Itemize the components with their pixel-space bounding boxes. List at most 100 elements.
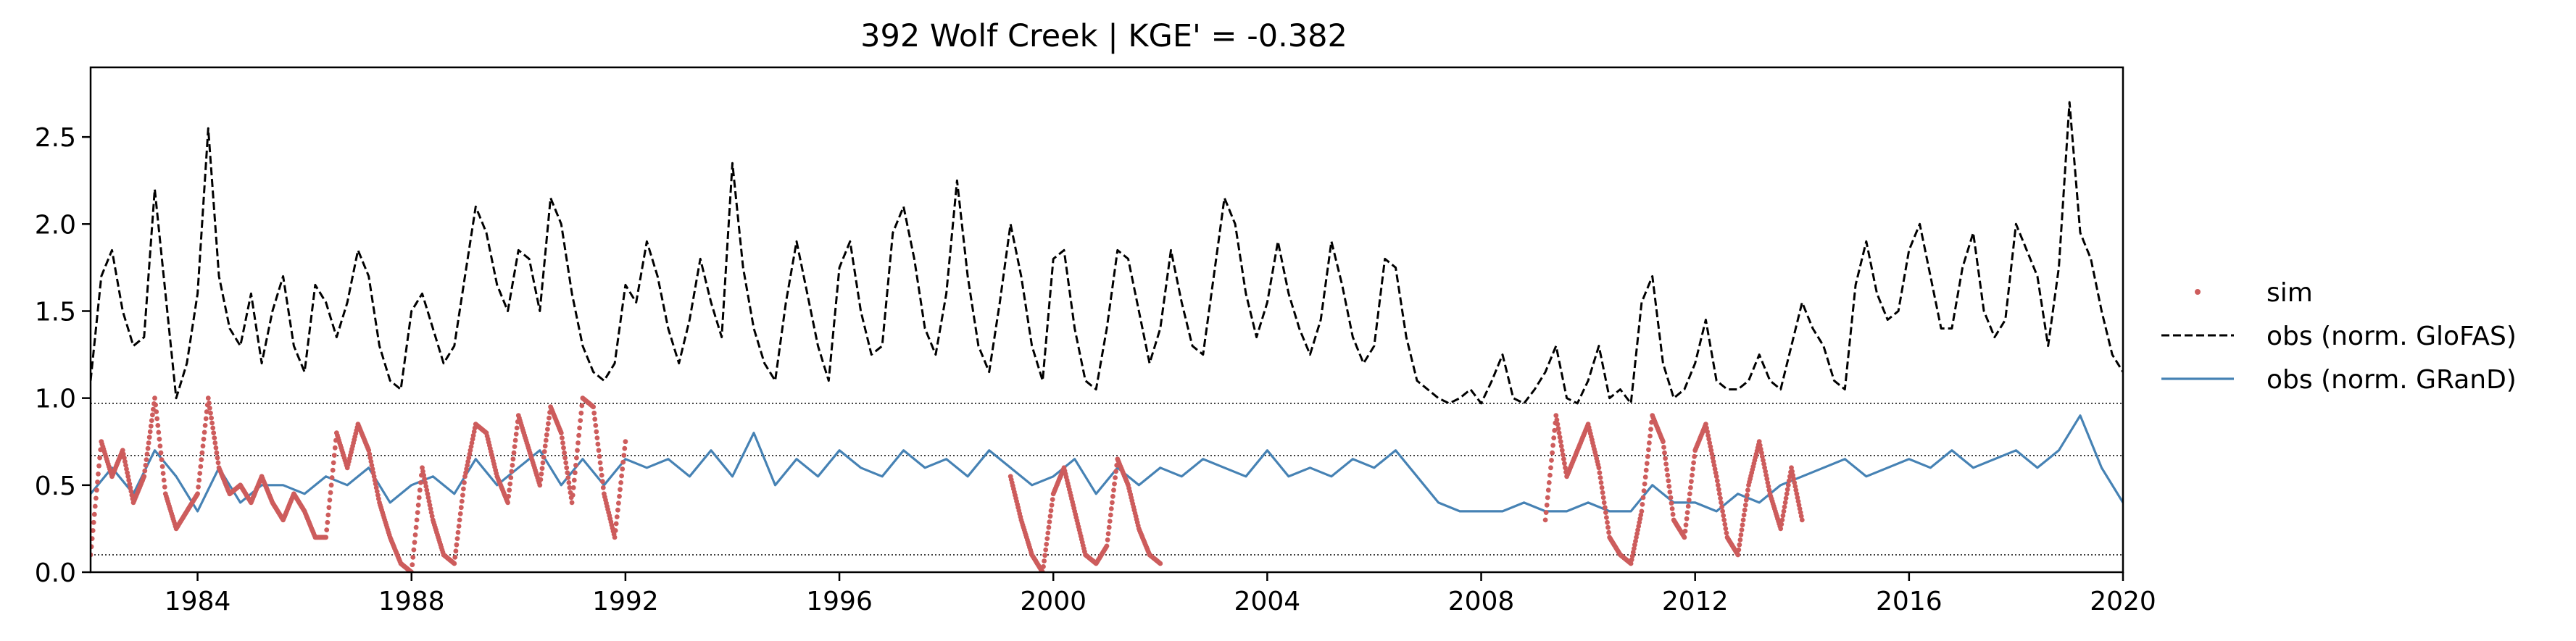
sim-point (94, 495, 99, 501)
sim-point (1760, 453, 1765, 459)
x-tick-label: 2004 (1234, 587, 1301, 616)
series-line-glofas (91, 101, 2123, 405)
sim-point (599, 472, 604, 478)
sim-point (371, 474, 377, 479)
sim-point (1743, 498, 1749, 503)
sim-point (1551, 435, 1557, 440)
x-tick-label: 2020 (2090, 587, 2156, 616)
sim-point (1736, 547, 1742, 553)
sim-point (1723, 526, 1729, 532)
sim-point (1735, 552, 1741, 558)
sim-point (154, 409, 159, 414)
sim-point (1784, 487, 1790, 493)
sim-point (95, 479, 100, 485)
sim-point (1111, 487, 1116, 493)
sim-point (324, 527, 330, 532)
sim-point (1712, 466, 1718, 472)
sim-point (456, 524, 462, 529)
y-tick-label: 2.0 (35, 210, 76, 240)
sim-point (1745, 493, 1750, 498)
x-tick-label: 1992 (592, 587, 659, 616)
sim-point (1742, 507, 1748, 513)
y-tick-label: 0.5 (35, 472, 76, 501)
sim-point (1555, 422, 1561, 427)
sim-point (455, 529, 461, 535)
sim-point (471, 429, 477, 435)
sim-point (1757, 443, 1763, 448)
sim-point (594, 429, 599, 435)
sim-point (1685, 503, 1691, 509)
sim-point (1602, 505, 1608, 511)
sim-point (330, 467, 336, 473)
sim-point (1554, 417, 1560, 423)
sim-point (412, 540, 417, 545)
sim-point (1663, 456, 1669, 461)
sim-point (578, 418, 583, 423)
sim-point (370, 466, 375, 472)
sim-point (1647, 440, 1652, 445)
sim-point (214, 450, 220, 456)
sim-point (147, 429, 153, 435)
sim-point (425, 495, 431, 500)
sim-point (416, 495, 422, 500)
sim-point (1719, 500, 1724, 506)
sim-point (143, 463, 149, 468)
sim-point (620, 459, 626, 465)
sim-point (623, 439, 628, 445)
sim-point (1779, 517, 1785, 523)
sim-point (1664, 467, 1670, 472)
sim-point (1669, 500, 1674, 506)
sim-point (573, 463, 578, 468)
sim-point (91, 536, 95, 541)
sim-point (1705, 429, 1711, 435)
sim-point (328, 490, 333, 495)
sim-point (539, 466, 545, 472)
plot-area (91, 101, 2123, 572)
sim-point (597, 453, 602, 459)
sim-point (146, 440, 151, 445)
sim-point (1737, 537, 1743, 542)
sim-point (1799, 517, 1805, 523)
sim-point (1713, 470, 1719, 476)
sim-point (1703, 422, 1708, 427)
sim-point (1606, 529, 1612, 535)
sim-point (368, 458, 374, 464)
sim-point (543, 437, 549, 443)
sim-point (1112, 481, 1117, 487)
sim-point (600, 485, 606, 490)
sim-point (203, 416, 209, 422)
sim-point (370, 470, 376, 476)
sim-point (421, 472, 426, 478)
sim-point (198, 464, 204, 469)
sim-point (160, 471, 166, 476)
sim-point (423, 480, 428, 485)
sim-point (1549, 458, 1554, 463)
sim-point (412, 532, 418, 537)
sim-point (1706, 436, 1712, 442)
legend: sim obs (norm. GloFAS) obs (norm. GRanD) (2161, 278, 2517, 395)
sim-point (511, 450, 517, 456)
sim-point (1042, 558, 1047, 564)
y-tick-label: 1.0 (35, 385, 76, 414)
sim-point (1604, 515, 1609, 520)
y-tick-label: 0.0 (35, 558, 76, 588)
sim-point (158, 450, 164, 456)
sim-point (591, 410, 597, 416)
sim-point (205, 395, 211, 401)
sim-point (1645, 453, 1650, 459)
sim-point (1720, 508, 1726, 514)
sim-point (1741, 512, 1747, 518)
sim-point (1684, 516, 1690, 521)
sim-point (1546, 480, 1552, 485)
sim-point (1704, 425, 1709, 431)
sim-point (1629, 553, 1635, 559)
sim-point (547, 415, 552, 421)
sim-point (420, 469, 425, 474)
sim-point (1666, 478, 1671, 484)
sim-point (561, 445, 566, 451)
y-tick-label: 2.5 (35, 123, 76, 153)
sim-point (148, 423, 154, 429)
sim-point (327, 498, 333, 503)
sim-point (595, 441, 601, 447)
